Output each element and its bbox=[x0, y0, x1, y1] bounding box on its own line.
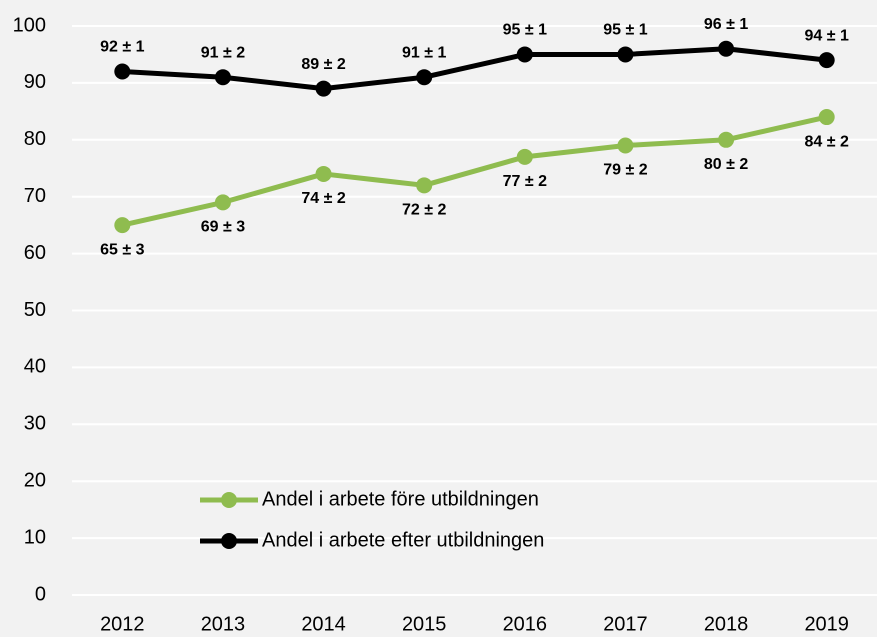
data-label: 96 ± 1 bbox=[704, 16, 748, 33]
point bbox=[416, 177, 433, 194]
point bbox=[818, 109, 835, 126]
legend-label: Andel i arbete före utbildningen bbox=[262, 488, 539, 510]
data-label: 74 ± 2 bbox=[301, 190, 345, 207]
data-label: 65 ± 3 bbox=[100, 241, 144, 258]
x-tick-label: 2012 bbox=[100, 613, 145, 635]
y-tick-label: 40 bbox=[24, 356, 46, 378]
series-line bbox=[121, 114, 828, 228]
point bbox=[516, 46, 533, 63]
point bbox=[315, 80, 332, 97]
y-tick-label: 60 bbox=[24, 242, 46, 264]
data-label: 80 ± 2 bbox=[704, 156, 748, 173]
data-label: 94 ± 1 bbox=[805, 27, 849, 44]
point bbox=[617, 137, 634, 154]
x-tick-label: 2015 bbox=[402, 613, 447, 635]
data-label: 89 ± 2 bbox=[301, 56, 345, 73]
legend-label: Andel i arbete efter utbildningen bbox=[262, 529, 544, 551]
x-tick-label: 2018 bbox=[704, 613, 749, 635]
y-tick-label: 100 bbox=[13, 14, 46, 36]
x-tick-label: 2014 bbox=[301, 613, 346, 635]
point bbox=[114, 63, 131, 80]
x-tick-label: 2017 bbox=[603, 613, 648, 635]
y-tick-label: 80 bbox=[24, 128, 46, 150]
point bbox=[516, 148, 533, 165]
y-tick-label: 70 bbox=[24, 185, 46, 207]
point bbox=[818, 52, 835, 69]
point bbox=[718, 40, 735, 57]
data-label: 84 ± 2 bbox=[805, 133, 849, 150]
point bbox=[114, 217, 131, 234]
y-tick-label: 90 bbox=[24, 71, 46, 93]
series-line bbox=[122, 46, 827, 92]
point bbox=[214, 194, 231, 211]
data-label: 77 ± 2 bbox=[503, 173, 547, 190]
data-label: 72 ± 2 bbox=[402, 202, 446, 219]
data-label: 79 ± 2 bbox=[603, 162, 647, 179]
legend-marker bbox=[221, 533, 237, 549]
data-label: 95 ± 1 bbox=[603, 22, 647, 39]
y-tick-label: 0 bbox=[35, 583, 46, 605]
data-label: 92 ± 1 bbox=[100, 39, 144, 56]
data-label: 69 ± 3 bbox=[201, 219, 245, 236]
point bbox=[416, 69, 433, 86]
x-tick-label: 2019 bbox=[804, 613, 849, 635]
x-tick-label: 2016 bbox=[503, 613, 548, 635]
x-tick-label: 2013 bbox=[201, 613, 246, 635]
y-tick-label: 20 bbox=[24, 469, 46, 491]
point bbox=[617, 46, 634, 63]
point bbox=[315, 165, 332, 182]
data-label: 95 ± 1 bbox=[503, 22, 547, 39]
y-tick-label: 10 bbox=[24, 526, 46, 548]
y-tick-label: 30 bbox=[24, 413, 46, 435]
y-tick-label: 50 bbox=[24, 299, 46, 321]
point bbox=[214, 69, 231, 86]
legend-marker bbox=[221, 492, 237, 508]
point bbox=[718, 131, 735, 148]
data-label: 91 ± 1 bbox=[402, 44, 446, 61]
data-label: 91 ± 2 bbox=[201, 44, 245, 61]
